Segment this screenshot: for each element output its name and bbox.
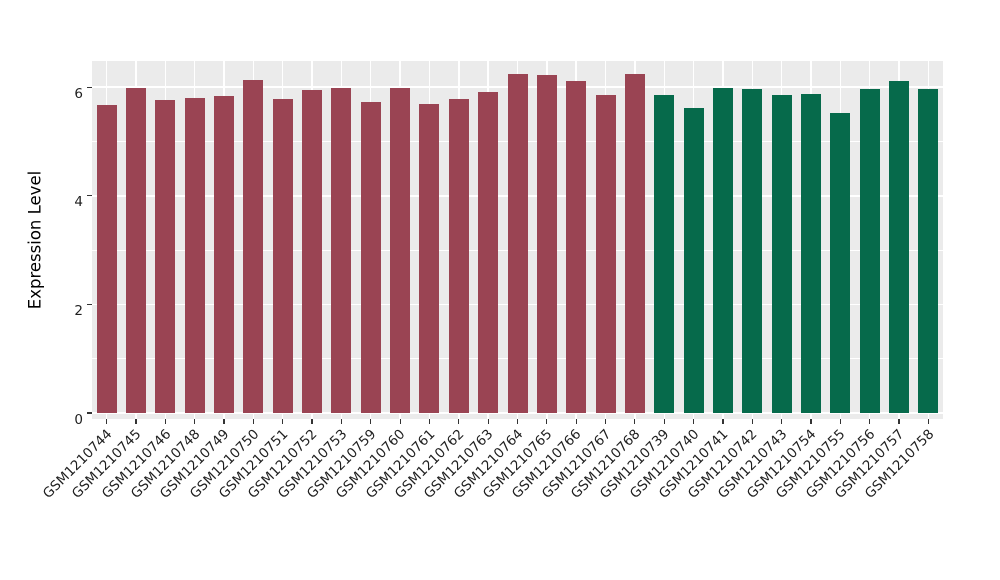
x-tick-mark xyxy=(370,419,372,424)
bar-GSM1210766 xyxy=(566,80,587,413)
x-tick-mark xyxy=(252,419,254,424)
x-tick-mark xyxy=(751,419,753,424)
x-tick-mark xyxy=(194,419,196,424)
y-tick-label: 0 xyxy=(74,411,83,428)
bar-GSM1210758 xyxy=(918,88,939,413)
x-tick-mark xyxy=(164,419,166,424)
bar-GSM1210765 xyxy=(536,75,557,413)
bar-GSM1210750 xyxy=(243,80,264,413)
bar-GSM1210739 xyxy=(654,94,675,413)
x-axis-ticks xyxy=(92,419,943,424)
x-tick-mark xyxy=(546,419,548,424)
bar-GSM1210760 xyxy=(390,87,411,413)
x-tick-mark xyxy=(692,419,695,424)
bar-GSM1210762 xyxy=(448,99,469,413)
bar-GSM1210763 xyxy=(478,92,499,413)
x-tick-mark xyxy=(135,419,137,424)
bar-GSM1210745 xyxy=(126,87,147,413)
bar-GSM1210753 xyxy=(331,87,352,413)
x-tick-mark xyxy=(311,419,313,424)
x-tick-mark xyxy=(869,419,871,424)
x-tick-mark xyxy=(428,419,431,424)
x-tick-mark xyxy=(663,419,665,424)
y-tick-mark xyxy=(87,86,92,88)
y-tick-mark xyxy=(87,412,92,414)
x-tick-mark xyxy=(340,419,343,424)
y-tick-label: 2 xyxy=(74,302,83,319)
bar-GSM1210751 xyxy=(272,99,293,413)
x-tick-mark xyxy=(106,419,108,424)
bar-GSM1210756 xyxy=(859,89,880,413)
x-tick-mark xyxy=(487,419,489,424)
x-tick-mark xyxy=(282,419,284,424)
y-tick-label: 6 xyxy=(74,85,83,102)
bar-GSM1210742 xyxy=(742,88,763,413)
x-axis-labels: GSM1210744 GSM1210745 GSM1210746 GSM1210748… xyxy=(40,426,943,567)
bar-GSM1210755 xyxy=(830,112,851,413)
bars-layer xyxy=(92,61,943,419)
y-tick-mark xyxy=(87,195,92,197)
plot-panel xyxy=(92,61,943,419)
x-tick-mark xyxy=(458,419,460,424)
bar-GSM1210767 xyxy=(595,95,616,413)
bar-GSM1210757 xyxy=(888,80,909,413)
x-tick-mark xyxy=(781,419,783,424)
x-tick-mark xyxy=(399,419,401,424)
bar-GSM1210743 xyxy=(771,95,792,413)
y-tick-mark xyxy=(87,303,92,305)
bar-GSM1210740 xyxy=(683,107,704,413)
bar-GSM1210768 xyxy=(624,74,645,413)
x-tick-mark xyxy=(634,419,636,424)
x-tick-mark xyxy=(223,419,225,424)
bar-GSM1210764 xyxy=(507,74,528,413)
y-axis: 0 2 4 6 xyxy=(0,61,92,426)
bar-GSM1210746 xyxy=(155,99,176,413)
x-tick-mark xyxy=(927,419,929,424)
y-tick-label: 4 xyxy=(74,194,83,211)
major-gridline xyxy=(92,412,943,414)
x-tick-mark xyxy=(898,419,900,424)
x-tick-mark xyxy=(839,419,841,424)
bar-GSM1210754 xyxy=(800,94,821,413)
x-tick-mark xyxy=(516,419,519,424)
x-tick-mark xyxy=(810,419,812,424)
bar-GSM1210748 xyxy=(184,97,205,413)
x-tick-mark xyxy=(722,419,724,424)
bar-GSM1210761 xyxy=(419,103,440,413)
x-tick-mark xyxy=(575,419,577,424)
bar-GSM1210741 xyxy=(712,88,733,413)
bar-GSM1210752 xyxy=(302,89,323,413)
bar-GSM1210749 xyxy=(214,96,235,413)
x-tick-mark xyxy=(604,419,607,424)
bar-GSM1210744 xyxy=(96,104,117,413)
bar-GSM1210759 xyxy=(360,101,381,413)
